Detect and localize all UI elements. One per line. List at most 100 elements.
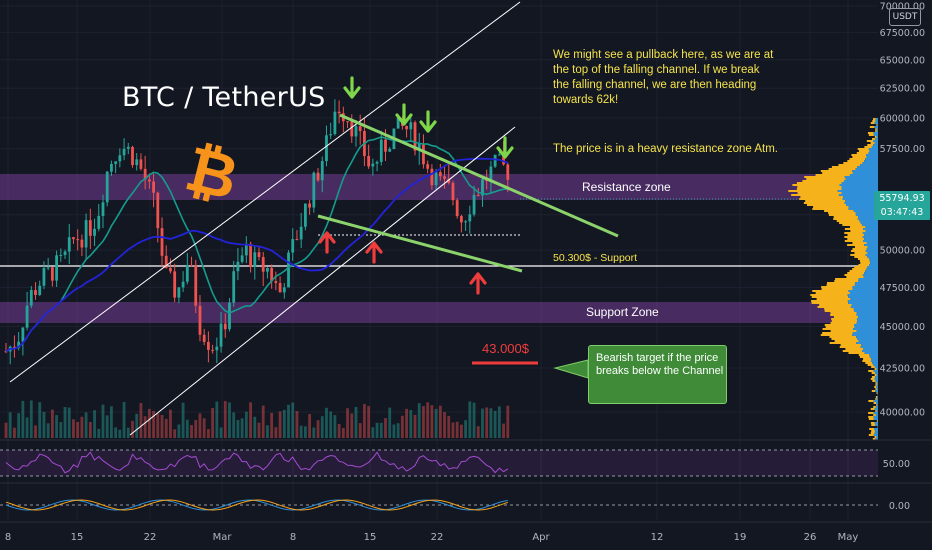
profile-bar-blue: [852, 286, 878, 288]
profile-bar-blue: [853, 328, 878, 330]
volume-bar: [46, 423, 50, 438]
volume-bar: [308, 414, 311, 438]
profile-bar-blue: [867, 256, 878, 258]
volume-bar: [409, 410, 413, 438]
volume-bar: [299, 425, 303, 438]
profile-bar-blue: [876, 410, 878, 412]
ma-long-line: [5, 157, 509, 353]
volume-bar: [207, 429, 210, 438]
candle-body: [131, 146, 134, 166]
resistance-zone: [0, 174, 878, 200]
volume-bar: [460, 424, 463, 438]
candle-body: [291, 239, 295, 253]
profile-bar-blue: [872, 362, 878, 364]
y-tick-label: 70000.00: [880, 2, 925, 13]
profile-bar-orange: [875, 410, 877, 412]
profile-bar-orange: [842, 350, 863, 352]
profile-bar-blue: [874, 432, 878, 434]
chart-title: BTC / TetherUS: [122, 82, 326, 113]
profile-bar-blue: [866, 248, 878, 250]
profile-bar-blue: [874, 378, 878, 380]
profile-bar-orange: [875, 130, 877, 132]
profile-bar-orange: [844, 236, 863, 238]
candle-body: [329, 134, 333, 136]
profile-bar-orange: [874, 368, 877, 370]
candle-body: [320, 161, 324, 181]
volume-bars: [4, 400, 510, 438]
profile-bar-orange: [858, 354, 870, 356]
candle-body: [215, 346, 219, 351]
candle-body: [346, 121, 349, 123]
profile-bar-blue: [854, 284, 878, 286]
quote-currency-button[interactable]: USDT: [889, 8, 921, 26]
volume-bar: [464, 420, 468, 438]
profile-bar-orange: [829, 336, 857, 338]
volume-bar: [34, 425, 37, 438]
profile-bar-blue: [875, 390, 878, 392]
volume-bar: [481, 408, 484, 438]
profile-bar-orange: [871, 424, 875, 426]
volume-bar: [388, 407, 392, 438]
candle-body: [379, 139, 383, 162]
x-tick-label: 22: [144, 532, 157, 543]
profile-bar-blue: [864, 234, 878, 236]
volume-bar: [472, 402, 476, 438]
candle-body: [223, 323, 227, 330]
volume-bar: [434, 408, 438, 438]
profile-bar-orange: [870, 408, 875, 410]
candle-body: [211, 349, 215, 351]
profile-bar-blue: [862, 350, 878, 352]
volume-bar: [346, 408, 349, 438]
volume-bar: [143, 416, 147, 438]
volume-bar: [485, 407, 489, 438]
profile-bar-blue: [846, 204, 878, 206]
profile-bar-blue: [876, 374, 878, 376]
profile-bar-orange: [804, 176, 845, 178]
volume-bar: [25, 417, 29, 438]
x-tick-label: 26: [804, 532, 817, 543]
profile-bar-orange: [876, 124, 878, 126]
profile-bar-orange: [847, 238, 865, 240]
candle-body: [232, 271, 236, 303]
volume-bar: [244, 411, 248, 438]
profile-bar-orange: [852, 268, 867, 270]
profile-bar-orange: [813, 206, 849, 208]
profile-bar-blue: [874, 122, 878, 124]
candle-body: [50, 267, 54, 281]
profile-bar-blue: [875, 406, 878, 408]
profile-bar-blue: [853, 308, 878, 310]
candle-body: [181, 281, 185, 288]
profile-bar-orange: [873, 406, 876, 408]
candle-body: [375, 161, 379, 164]
candle-body: [105, 171, 109, 203]
candle-body: [126, 146, 130, 149]
support-zone: [0, 302, 878, 323]
profile-bar-blue: [851, 304, 878, 306]
profile-bar-orange: [820, 334, 853, 336]
volume-bar: [223, 401, 227, 438]
profile-bar-blue: [860, 164, 878, 166]
profile-bar-orange: [830, 330, 857, 332]
volume-bar: [67, 407, 71, 438]
volume-bar: [358, 423, 362, 438]
profile-bar-blue: [841, 188, 878, 190]
profile-bar-blue: [876, 130, 878, 132]
volume-bar: [384, 418, 387, 438]
profile-bar-blue: [869, 354, 878, 356]
volume-bar: [253, 416, 257, 438]
profile-bar-orange: [868, 416, 874, 418]
profile-bar-blue: [860, 222, 878, 224]
profile-bar-orange: [811, 300, 848, 302]
profile-bar-orange: [851, 250, 866, 252]
volume-bar: [455, 421, 459, 438]
profile-bar-blue: [863, 240, 878, 242]
profile-bar-orange: [873, 402, 877, 404]
profile-bar-orange: [835, 278, 859, 280]
profile-bar-blue: [856, 336, 878, 338]
volume-bar: [400, 415, 404, 438]
profile-bar-blue: [877, 124, 878, 126]
profile-bar-blue: [850, 298, 878, 300]
candle-body: [413, 122, 417, 151]
profile-bar-blue: [876, 386, 878, 388]
